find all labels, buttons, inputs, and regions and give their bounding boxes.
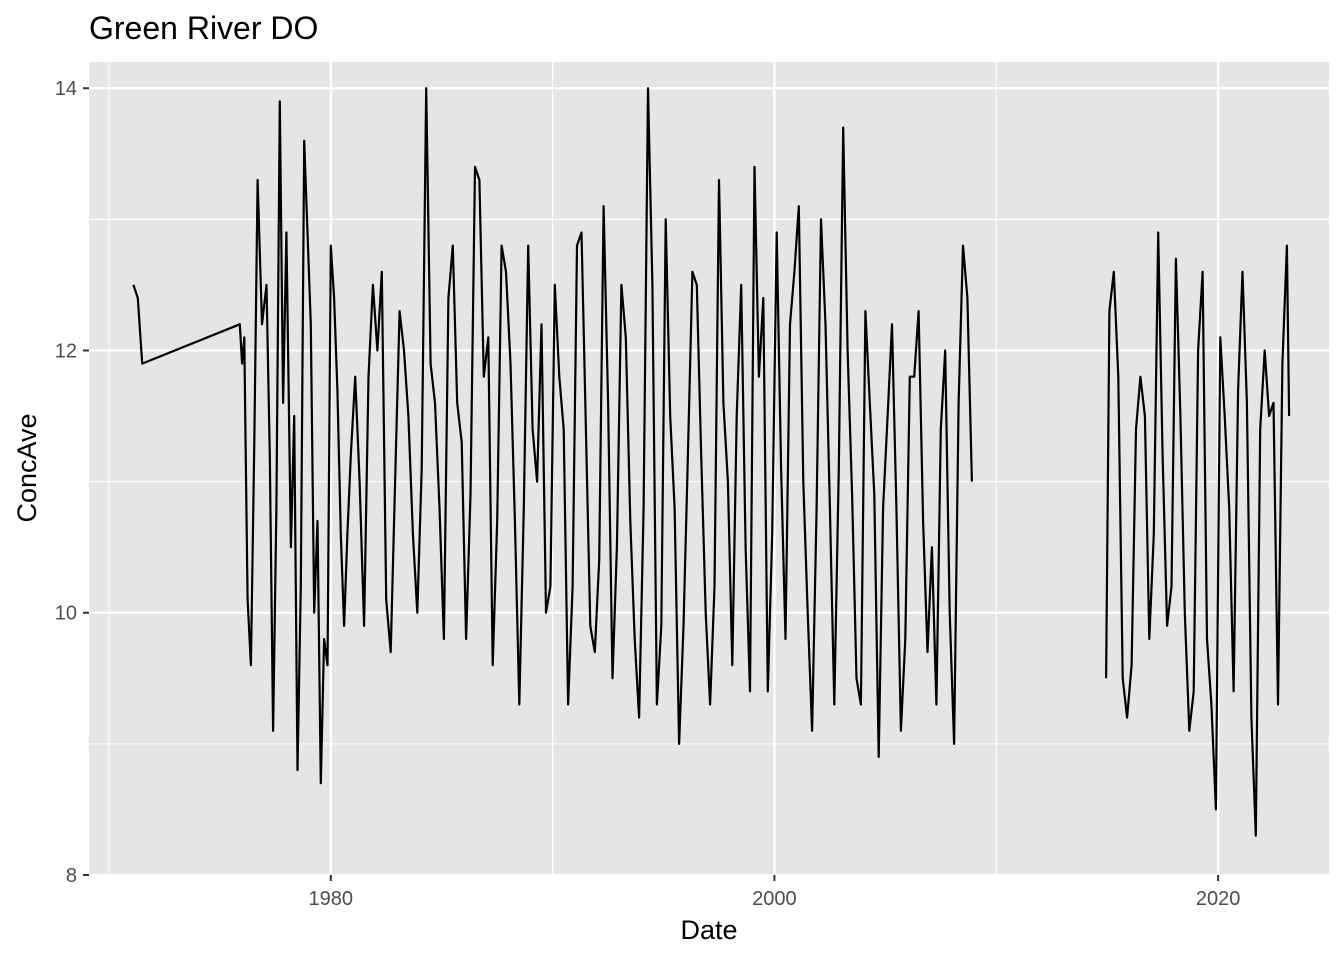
x-tick-label: 1980 (309, 888, 354, 910)
y-tick-label: 14 (55, 78, 77, 100)
y-tick-label: 12 (55, 340, 77, 362)
chart-title: Green River DO (89, 10, 318, 46)
y-tick-label: 10 (55, 603, 77, 625)
x-axis-title: Date (680, 915, 737, 945)
y-tick-label: 8 (66, 865, 77, 887)
y-axis: 8 10 12 14 (55, 78, 89, 887)
plot-panel (89, 62, 1329, 875)
series-line (1105, 231, 1291, 837)
series-line (132, 87, 973, 785)
y-axis-title: ConcAve (12, 413, 42, 522)
series-layer (132, 87, 1291, 837)
x-tick-label: 2000 (752, 888, 797, 910)
x-axis: 1980 2000 2020 (309, 875, 1241, 910)
x-tick-label: 2020 (1196, 888, 1241, 910)
